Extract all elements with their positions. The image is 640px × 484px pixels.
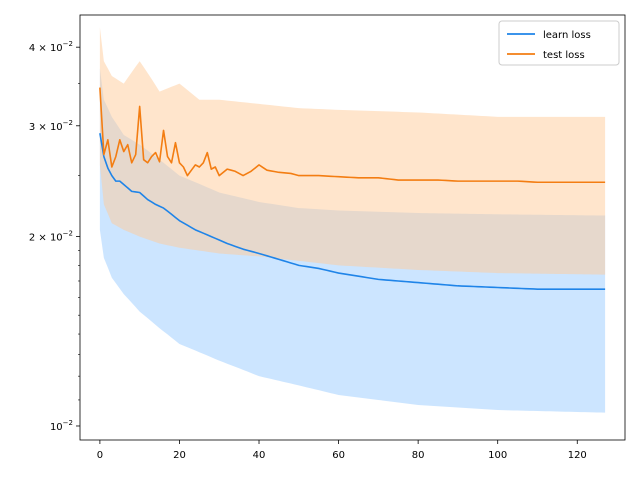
legend-label-1: test loss <box>543 50 585 61</box>
y-tick-label: 4 × 10−2 <box>29 40 73 54</box>
x-tick-label: 80 <box>412 450 425 461</box>
x-tick-label: 0 <box>97 450 103 461</box>
legend-label-0: learn loss <box>543 30 591 41</box>
y-tick-label: 2 × 10−2 <box>29 230 73 244</box>
y-tick-label: 3 × 10−2 <box>29 119 73 133</box>
legend: learn loss test loss <box>498 20 620 66</box>
x-tick-label: 120 <box>568 450 587 461</box>
series-0-line <box>99 133 606 290</box>
series-1-band <box>99 27 606 275</box>
y-tick-label: 10−2 <box>50 419 73 433</box>
x-tick-label: 60 <box>332 450 345 461</box>
axes-layer: 0 20 40 60 80 100 120 4 × 10−2 3 × 10−2 2 × 10−2 1… <box>29 14 626 461</box>
x-tick-label: 100 <box>488 450 507 461</box>
series-1-line <box>99 87 606 184</box>
axes-frame <box>79 14 626 441</box>
bands-layer <box>99 27 606 413</box>
lines-layer <box>99 87 606 290</box>
x-tick-label: 40 <box>253 450 266 461</box>
x-tick-label: 20 <box>173 450 186 461</box>
